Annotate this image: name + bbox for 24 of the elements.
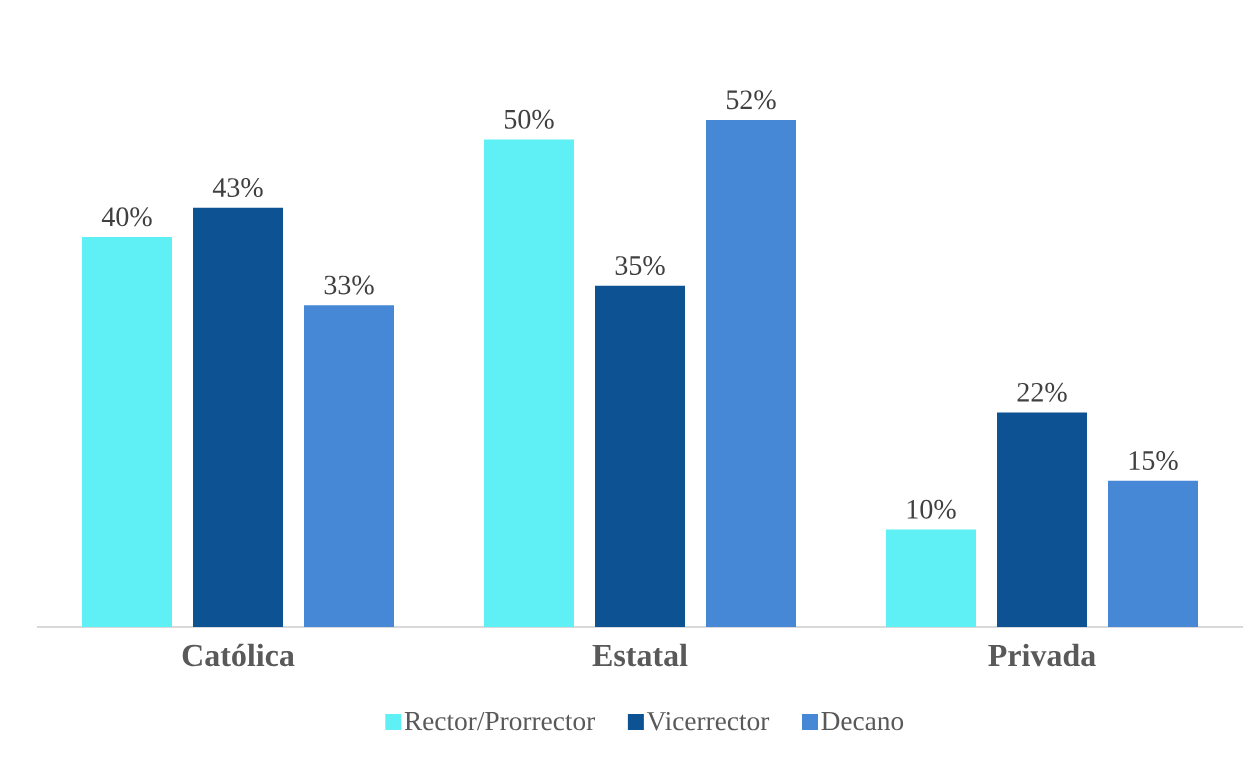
bar: [1108, 480, 1198, 627]
bar: [595, 285, 685, 627]
x-tick-label: Estatal: [592, 643, 688, 667]
data-label: 40%: [101, 207, 152, 227]
data-label: 15%: [1129, 451, 1178, 471]
bar: [304, 305, 395, 627]
x-tick-label: Privada: [988, 643, 1096, 667]
data-label: 10%: [907, 499, 956, 519]
data-label: 52%: [726, 90, 776, 110]
bar: [997, 412, 1087, 627]
data-label: 22%: [1017, 382, 1067, 402]
legend-label: Rector/Prorrector: [404, 711, 595, 731]
legend-label: Vicerrector: [646, 711, 770, 731]
x-tick-label: Católica: [182, 643, 295, 667]
bar: [484, 139, 574, 627]
bar: [82, 237, 173, 627]
bar: [886, 529, 976, 627]
data-label: 50%: [504, 109, 554, 129]
legend-label: Decano: [821, 712, 904, 731]
data-label: 43%: [212, 178, 263, 198]
data-label: 35%: [615, 256, 665, 276]
data-label: 33%: [324, 275, 374, 295]
bar: [706, 120, 797, 627]
bar: [193, 207, 284, 627]
